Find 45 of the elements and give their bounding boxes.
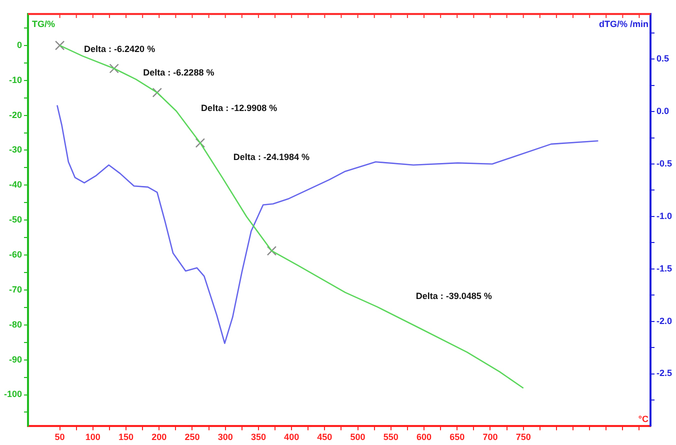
y2-axis-title: dTG/% /min	[598, 18, 648, 29]
y2-tick-label: -1.0	[656, 210, 672, 221]
y-tick-label: -70	[9, 284, 22, 294]
x-tick-label: 350	[250, 432, 266, 442]
x-tick-label: 750	[516, 432, 531, 442]
point	[266, 246, 277, 256]
y2-tick-label: -0.5	[656, 158, 672, 168]
annotation: Delta : -6.2288 %	[143, 67, 214, 78]
annotation: Delta : -39.0485 %	[416, 290, 492, 301]
y-axis-title: TG/%	[32, 18, 56, 29]
y-tick-label: -60	[9, 250, 22, 260]
y-tick-label: 0	[17, 40, 22, 50]
x-tick-label: 550	[383, 432, 398, 442]
y2-tick-label: 0.0	[656, 106, 670, 116]
y-tick-label: -80	[9, 319, 22, 330]
y2-tick-label: -1.5	[656, 263, 672, 274]
point	[195, 138, 206, 148]
y2-tick-label: 0.5	[656, 54, 670, 64]
y-tick-label: -40	[9, 180, 22, 190]
x-tick-label: 250	[184, 432, 200, 442]
x-tick-label: 400	[284, 432, 300, 442]
point	[54, 40, 65, 50]
y-tick-label: -50	[9, 214, 22, 225]
y-tick-label: -90	[9, 354, 22, 364]
x-tick-label: 50	[54, 432, 65, 442]
x-tick-label: 650	[450, 432, 465, 442]
point	[109, 64, 119, 74]
x-tick-label: 600	[416, 432, 432, 442]
x-tick-label: 150	[118, 432, 134, 442]
x-tick-label: 300	[218, 432, 233, 442]
y-tick-label: -20	[9, 110, 22, 120]
annotation: Delta : -6.2420 %	[84, 44, 156, 54]
y2-tick-label: -2.5	[656, 368, 672, 378]
x-tick-label: 500	[350, 432, 366, 442]
x-axis-title: °C	[638, 414, 649, 424]
y2-tick-label: -2.0	[656, 316, 672, 326]
y-tick-label: -30	[9, 144, 22, 155]
y-tick-label: -10	[9, 74, 22, 85]
x-tick-label: 700	[482, 432, 498, 442]
x-tick-label: 200	[152, 432, 167, 442]
y-tick-label: -100	[4, 389, 22, 400]
x-tick-label: 100	[85, 432, 100, 442]
annotation: Delta : -12.9908 %	[201, 102, 278, 113]
annotation: Delta : -24.1984 %	[233, 152, 310, 162]
x-tick-label: 450	[317, 432, 332, 442]
